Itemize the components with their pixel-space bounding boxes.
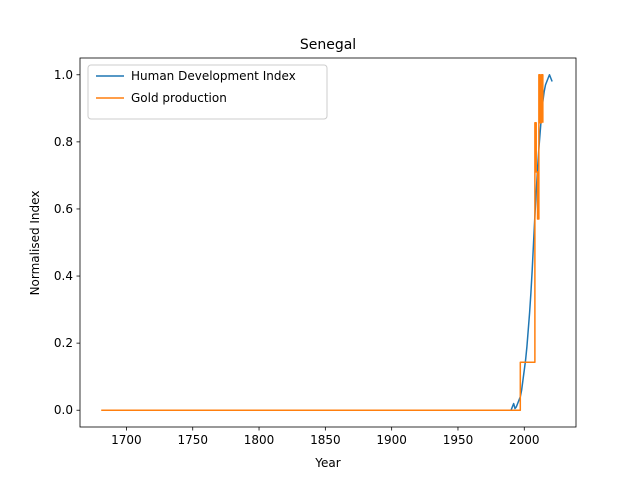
x-axis-label: Year xyxy=(314,456,340,470)
y-axis-label: Normalised Index xyxy=(28,191,42,296)
legend-label: Gold production xyxy=(131,91,227,105)
legend-box xyxy=(87,64,328,120)
series-line-1 xyxy=(101,74,544,411)
y-tick-label: 0.2 xyxy=(54,336,73,350)
x-tick-label: 1800 xyxy=(244,433,275,447)
legend-label: Human Development Index xyxy=(131,69,296,83)
y-tick-label: 0.4 xyxy=(54,269,73,283)
axes-frame xyxy=(79,57,577,428)
x-tick-label: 1850 xyxy=(310,433,341,447)
x-tick-label: 1900 xyxy=(376,433,407,447)
y-axis-ticks: 0.0 0.2 0.4 0.6 0.8 1.0 xyxy=(54,68,80,417)
plot-area xyxy=(79,57,577,428)
x-tick-label: 1700 xyxy=(111,433,142,447)
chart-title: Senegal xyxy=(300,37,356,53)
x-tick-label: 1950 xyxy=(443,433,474,447)
y-tick-label: 0.8 xyxy=(54,135,73,149)
y-tick-label: 1.0 xyxy=(54,68,73,82)
x-axis-ticks: 1700 1750 1800 1850 1900 1950 2000 xyxy=(111,427,540,447)
series-line-0 xyxy=(510,74,553,411)
x-tick-label: 2000 xyxy=(509,433,540,447)
legend: Human Development Index Gold production xyxy=(87,64,328,120)
y-tick-label: 0.6 xyxy=(54,202,73,216)
y-tick-label: 0.0 xyxy=(54,403,73,417)
x-tick-label: 1750 xyxy=(177,433,208,447)
